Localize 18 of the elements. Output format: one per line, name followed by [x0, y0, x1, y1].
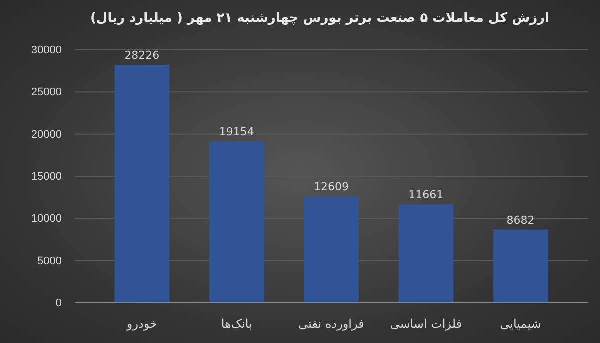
x-tick-label: فراورده نفتی	[298, 317, 364, 331]
y-tick-label: 20000	[31, 128, 62, 141]
y-tick-label: 15000	[31, 171, 62, 184]
chart-title: ارزش کل معاملات ۵ صنعت برتر بورس چهارشنبه ۲۱ مهر ( میلیارد ریال)	[90, 11, 550, 26]
x-tick-label: شیمیایی	[500, 317, 542, 331]
y-tick-label: 0	[56, 298, 62, 310]
data-label: 28226	[124, 48, 160, 62]
data-label: 12609	[314, 180, 349, 194]
x-tick-label: فلزات اساسی	[390, 317, 462, 331]
data-label: 8682	[506, 214, 535, 227]
y-tick-label: 25000	[31, 86, 62, 99]
data-label: 19154	[219, 125, 254, 138]
y-tick-label: 5000	[38, 255, 62, 268]
data-label: 11661	[408, 188, 444, 202]
x-tick-label: خودرو	[126, 317, 158, 331]
y-tick-label: 30000	[31, 44, 62, 57]
y-tick-label: 10000	[31, 213, 62, 226]
x-tick-label: بانک‌ها	[221, 317, 252, 331]
